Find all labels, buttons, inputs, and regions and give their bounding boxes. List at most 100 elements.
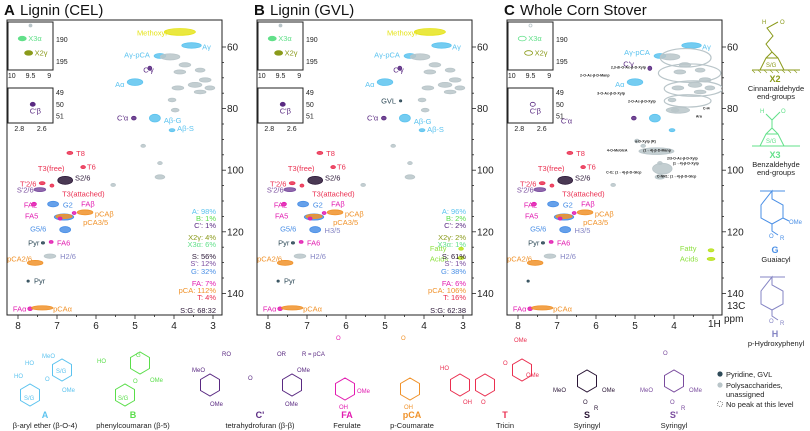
peak-label: FA2	[274, 201, 287, 210]
peak-g	[297, 200, 309, 208]
peak-label: S'2/6	[267, 186, 284, 195]
peak-label: C'γ	[623, 59, 634, 68]
peak-gray	[610, 183, 616, 187]
peak-label: GVL	[381, 97, 396, 106]
peak-me	[413, 28, 446, 36]
inset-y-tick-label: 190	[556, 37, 568, 44]
substituent-label: OMe	[210, 402, 224, 408]
peak-label: C'γ	[143, 66, 154, 75]
peak-label: pCAα	[53, 304, 73, 313]
peak-label: pCAα	[303, 304, 323, 313]
peak-label: Aγ	[702, 43, 711, 52]
structure-letter: A	[42, 410, 49, 420]
g-name: Guaiacyl	[761, 255, 791, 264]
benzene-ring	[282, 373, 302, 397]
peaks	[276, 28, 466, 312]
peak-label: H3/5	[575, 226, 591, 235]
peak-gray	[417, 97, 427, 103]
composition-stat: B: 1%	[196, 214, 216, 223]
peak-gray	[420, 107, 430, 113]
inset-y-tick-label: 195	[56, 59, 68, 66]
peak-sp	[33, 187, 47, 193]
peak-gray	[187, 82, 203, 88]
peak-gray	[654, 174, 666, 180]
peak-gray	[173, 69, 187, 75]
peak-gray	[671, 85, 685, 91]
polysaccharide-annotation: α-D-Xylp (R)	[635, 139, 657, 143]
peak-label: H2/6	[310, 252, 326, 261]
peak-label: Fatty	[430, 244, 447, 253]
structure-name: Syringyl	[661, 421, 688, 430]
peak-label: pCA3/5	[83, 218, 108, 227]
composition-stat: S:G: 68:32	[180, 306, 216, 315]
polysaccharide-annotation: 2,3-di-O-Ac-β-D-Xylp	[611, 66, 647, 70]
panel-letter: A	[4, 2, 15, 19]
y-tick-label: 60	[727, 43, 739, 54]
peak-label: Acids	[430, 254, 449, 263]
legend-polysaccharide-dot	[717, 382, 723, 388]
substituent-label: OR	[277, 352, 287, 358]
x-tick-label: 8	[265, 321, 271, 332]
structure-letter: FA	[341, 410, 353, 420]
peak-label: S'2/6	[517, 186, 534, 195]
peak-gray	[140, 143, 146, 148]
y-tick-label: 100	[727, 166, 744, 177]
peak-t	[330, 165, 336, 170]
y-tick-label: 100	[227, 166, 244, 177]
peak-label: T6	[87, 163, 96, 172]
structure-name: Syringyl	[574, 421, 601, 430]
peak-gray	[167, 97, 177, 103]
structure-letter: C'	[256, 410, 265, 420]
peak-fa	[281, 201, 287, 207]
peak-label: pCA2/6	[7, 254, 32, 263]
peak-label: T3(free)	[288, 164, 315, 173]
peak-gray	[110, 183, 116, 187]
panel-title-a: A Lignin (CEL)	[4, 2, 103, 19]
x-tick-label: 6	[93, 321, 99, 332]
x3-name: Benzaldehyde	[752, 160, 800, 169]
inset-x-tick-label: 9.5	[526, 73, 536, 80]
peak-label: C'α	[561, 116, 573, 125]
benzene-ring	[577, 369, 597, 393]
peak-label: pCAβ	[345, 209, 365, 218]
x2-letter: X2	[769, 74, 780, 84]
peak-fatpk	[706, 256, 716, 261]
inset-y-tick-label: 51	[556, 114, 564, 121]
peak-label: Aβ-G	[414, 117, 432, 126]
peak-fatpk	[457, 256, 465, 260]
peak-fa	[571, 211, 577, 215]
inset-aldehyde-frame	[7, 21, 54, 71]
y-tick-label: 100	[477, 166, 494, 177]
x-tick-label: 7	[54, 321, 60, 332]
x-tick-label: 8	[15, 321, 21, 332]
peak-gray	[428, 62, 442, 68]
g-r-label: R	[780, 236, 785, 242]
peak-label: T3(attached)	[562, 190, 605, 199]
peak-gray	[423, 69, 437, 75]
h1-axis-label: 1H	[708, 319, 721, 330]
legend-pyridine-label: Pyridine, GVL	[726, 370, 772, 379]
peak-a	[668, 128, 676, 133]
substituent-label: HO	[440, 366, 449, 372]
peak-t	[66, 151, 74, 155]
substituent-label: O	[401, 336, 406, 342]
inset-peak-label: X3α	[28, 34, 42, 43]
peak-gray	[170, 107, 180, 113]
peak-label: S2/6	[75, 174, 90, 183]
peak-label: FAβ	[81, 200, 95, 209]
peak-label: pCAβ	[595, 209, 615, 218]
peak-label: Aα	[115, 80, 125, 89]
inset-peak	[524, 50, 534, 56]
structure-x2	[751, 21, 800, 74]
inset-x-tick-label: 2.6	[537, 126, 547, 133]
composition-stat: G: 38%	[441, 267, 466, 276]
x3-sg-label: S/G	[766, 139, 777, 145]
structure-name: tetrahydrofuran (β-β)	[225, 421, 295, 430]
panel-title-b: B Lignin (GVL)	[254, 2, 354, 19]
peak-pca	[531, 305, 554, 311]
structure-name: Tricin	[496, 421, 514, 430]
x3-letter: X3	[769, 150, 780, 160]
substituent-label: OMe	[297, 368, 311, 374]
composition-stat: X3α: 1%	[437, 240, 466, 249]
